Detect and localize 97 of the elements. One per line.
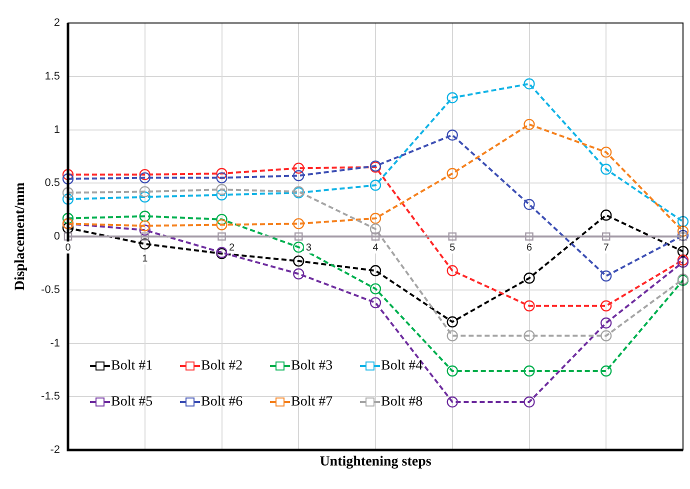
y-tick-label: -1 — [50, 337, 60, 350]
y-axis-title: Displacement/mm — [13, 182, 28, 291]
point — [446, 129, 458, 141]
point — [370, 297, 382, 308]
point — [293, 255, 304, 267]
point — [600, 270, 612, 282]
point — [525, 232, 534, 241]
point — [370, 265, 382, 276]
point — [524, 78, 535, 90]
point — [293, 242, 304, 253]
point — [216, 214, 228, 226]
point — [62, 212, 74, 224]
point — [524, 118, 535, 130]
point — [218, 232, 226, 241]
point — [216, 168, 228, 180]
point — [524, 330, 535, 342]
y-tick-label: -1.5 — [41, 390, 60, 403]
point — [62, 168, 74, 180]
x-tick-label: 0 — [65, 242, 72, 254]
point — [370, 283, 382, 294]
point — [446, 316, 458, 328]
point — [524, 198, 535, 210]
point — [446, 92, 458, 104]
point — [62, 173, 74, 184]
point — [448, 232, 457, 241]
point — [600, 210, 612, 221]
point — [677, 256, 689, 268]
legend-label: Bolt #2 — [201, 358, 243, 374]
point — [600, 365, 612, 377]
point — [140, 232, 150, 241]
legend-label: Bolt #5 — [111, 394, 153, 410]
point — [294, 232, 303, 241]
point — [293, 268, 304, 280]
x-tick-label: 6 — [526, 242, 532, 254]
point — [446, 168, 458, 180]
point — [677, 230, 689, 242]
point — [371, 232, 380, 241]
point — [139, 186, 150, 198]
x-tick-label: 2 — [228, 242, 235, 254]
point — [524, 300, 535, 312]
y-tick-label: 0.5 — [44, 177, 60, 190]
point — [139, 224, 150, 236]
point — [600, 317, 612, 329]
x-tick-label: 3 — [306, 242, 312, 254]
point — [677, 254, 689, 266]
x-tick-label: 7 — [603, 242, 610, 254]
y-tick-label: 1 — [54, 124, 60, 136]
point — [600, 164, 612, 175]
point — [216, 172, 228, 184]
legend-label: Bolt #6 — [201, 394, 243, 410]
y-tick-label: -2 — [50, 444, 60, 456]
point — [446, 265, 458, 276]
legend-label: Bolt #4 — [381, 358, 423, 374]
point — [677, 246, 689, 258]
point — [524, 272, 535, 284]
point — [139, 191, 150, 203]
point — [139, 220, 150, 232]
point — [524, 396, 535, 408]
legend-label: Bolt #3 — [291, 358, 333, 374]
point — [64, 232, 72, 241]
y-tick-label: -0.5 — [41, 284, 60, 296]
legend-label: Bolt #8 — [381, 394, 423, 410]
x-tick-label: 4 — [372, 242, 379, 254]
point — [678, 232, 688, 241]
point — [677, 216, 689, 228]
y-tick-label: 1.5 — [44, 70, 60, 82]
point — [446, 330, 458, 342]
point — [524, 365, 535, 377]
point — [62, 222, 74, 234]
point — [139, 210, 150, 222]
point — [446, 365, 458, 377]
point — [602, 232, 610, 241]
point — [677, 226, 689, 237]
point — [370, 212, 382, 224]
point — [139, 238, 150, 250]
point — [62, 187, 74, 198]
point — [293, 162, 304, 174]
point — [62, 194, 74, 205]
point — [600, 146, 612, 158]
point — [370, 180, 382, 191]
point — [446, 396, 458, 408]
point — [370, 223, 382, 235]
y-tick-label: 2 — [54, 17, 60, 30]
x-axis-title: Untightening steps — [320, 454, 432, 470]
point — [139, 172, 150, 184]
y-tick-label: 0 — [54, 230, 60, 243]
point — [216, 184, 228, 196]
point — [293, 218, 304, 230]
point — [216, 219, 228, 230]
point — [293, 170, 304, 182]
legend-label: Bolt #7 — [291, 394, 333, 410]
legend-label: Bolt #1 — [111, 358, 153, 374]
point — [216, 189, 228, 200]
x-tick-label: 5 — [450, 242, 456, 254]
point — [600, 330, 612, 342]
point — [600, 300, 612, 312]
point — [139, 168, 150, 180]
